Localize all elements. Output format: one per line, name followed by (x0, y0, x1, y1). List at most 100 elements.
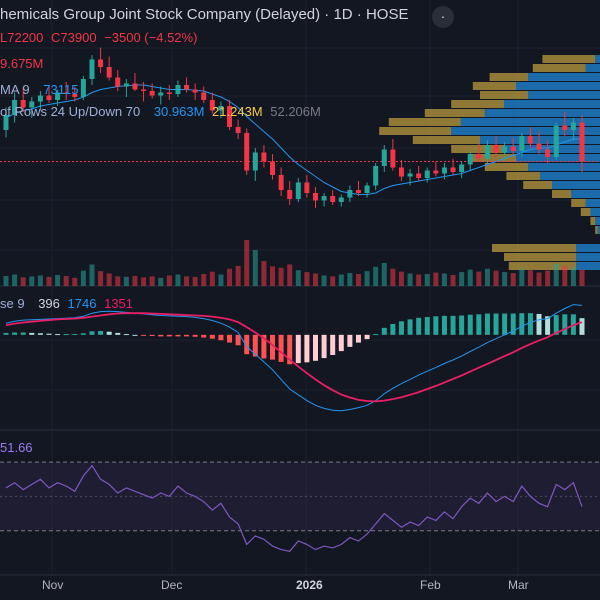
volume-profile-up-bar (480, 136, 600, 144)
volume-bar (141, 277, 147, 286)
macd-histogram-bar (579, 318, 585, 335)
macd-legend: se 9 396 1746 1351 (0, 296, 137, 311)
candle-body (89, 59, 95, 79)
candle-body (467, 154, 473, 165)
volume-profile-down-bar (379, 127, 452, 135)
candle-body (287, 190, 293, 199)
macd-histogram-bar (261, 334, 267, 359)
volume-profile-up-bar (460, 118, 600, 126)
macd-histogram-bar (330, 334, 336, 355)
volume-bar (416, 274, 422, 286)
macd-histogram-bar (287, 334, 293, 365)
candle-body (72, 94, 78, 97)
candle-body (570, 122, 576, 130)
macd-histogram-bar (553, 315, 559, 335)
volume-bar (536, 272, 542, 286)
volume-profile-up-bar (516, 154, 600, 162)
volume-profile-down-bar (580, 208, 591, 216)
macd-histogram-bar (149, 334, 155, 336)
macd-histogram-bar (55, 334, 61, 336)
volume-profile-up-bar (576, 262, 600, 270)
candle-body (295, 182, 301, 199)
macd-histogram-bar (80, 333, 86, 335)
macd-histogram-bar (12, 332, 18, 335)
volume-profile-down-bar (451, 100, 504, 108)
volume-profile-up-bar (528, 73, 600, 81)
volume-profile-down-bar (595, 226, 598, 234)
volume-profile-down-bar (468, 154, 516, 162)
more-options-icon[interactable]: · (432, 6, 454, 28)
volume-bar (467, 269, 473, 286)
volume-bar (261, 261, 267, 286)
candle-body (98, 59, 104, 67)
volume-bar (398, 271, 404, 286)
vp-down-value: 21.243M (212, 104, 263, 119)
candle-body (80, 79, 86, 97)
macd-histogram-bar (115, 332, 121, 335)
macd-histogram-bar (416, 317, 422, 335)
candle-body (106, 67, 112, 78)
macd-histogram-bar (98, 330, 104, 335)
candle-body (493, 145, 499, 153)
volume-bar (545, 270, 551, 286)
candle-body (450, 167, 456, 172)
volume-bar (158, 277, 164, 286)
vp-total-value: 52.206M (270, 104, 321, 119)
macd-histogram-bar (218, 334, 224, 341)
macd-histogram-bar (502, 313, 508, 335)
volume-bar (287, 264, 293, 286)
candle-body (3, 115, 9, 130)
macd-hist-value: 396 (38, 296, 60, 311)
macd-histogram-bar (433, 316, 439, 335)
x-label-dec: Dec (161, 578, 183, 592)
volume-profile-up-bar (576, 253, 600, 261)
macd-histogram-bar (390, 324, 396, 335)
volume-bar (98, 271, 104, 286)
candle-body (209, 100, 215, 111)
volume-bar (553, 263, 559, 286)
candle-body (484, 145, 490, 159)
volume-bar (450, 274, 456, 286)
volume-bar (89, 264, 95, 286)
macd-histogram-bar (536, 313, 542, 335)
volume-profile-up-bar (516, 82, 600, 90)
macd-histogram-bar (321, 334, 327, 359)
volume-bar (175, 274, 181, 286)
candle-body (192, 89, 198, 93)
volume-profile-down-bar (571, 199, 586, 207)
candle-body (278, 175, 284, 190)
candle-body (252, 152, 258, 171)
macd-histogram-bar (106, 331, 112, 335)
volume-bar (3, 275, 9, 286)
volume-bar (493, 270, 499, 286)
volume-bar (330, 276, 336, 286)
candle-body (123, 83, 129, 87)
candle-body (321, 196, 327, 201)
candle-body (132, 83, 138, 90)
candle-body (519, 136, 525, 151)
volume-bar (29, 276, 35, 286)
volume-profile-up-bar (595, 55, 600, 63)
volume-bar (270, 266, 276, 286)
macd-line-value: 1746 (67, 296, 97, 311)
macd-histogram-bar (37, 333, 43, 335)
macd-line (5, 304, 583, 412)
candle-body (459, 164, 465, 172)
macd-signal-value: 1351 (104, 296, 133, 311)
volume-profile-down-bar (472, 82, 516, 90)
volume-profile-up-bar (595, 217, 600, 225)
candle-body (433, 170, 439, 174)
volume-bar (37, 275, 43, 286)
macd-histogram-bar (312, 334, 318, 361)
macd-histogram-bar (184, 334, 190, 337)
candle-body (227, 106, 233, 127)
ma-line (5, 84, 582, 195)
volume-bar (562, 266, 568, 286)
ma-legend: MA 9 73115 (0, 82, 82, 97)
volume-profile-down-bar (590, 217, 596, 225)
volume-bar (218, 274, 224, 286)
volume-bar (476, 271, 482, 286)
volume-bar (46, 276, 52, 286)
volume-profile-up-bar (597, 226, 600, 234)
